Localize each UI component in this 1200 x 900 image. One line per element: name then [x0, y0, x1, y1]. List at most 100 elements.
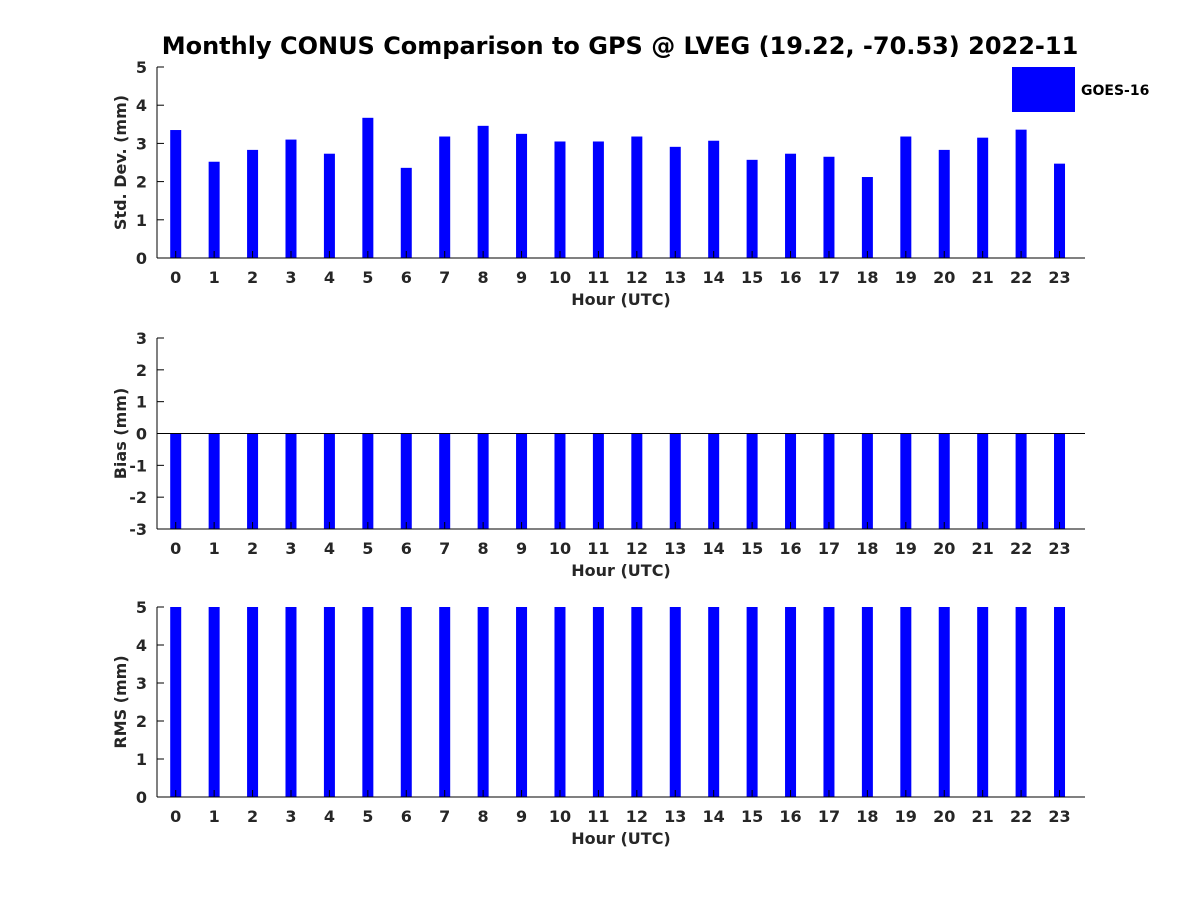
bar-13 — [669, 146, 681, 258]
bar-10 — [554, 433, 566, 529]
bar-9 — [516, 133, 528, 258]
x-tick-label: 14 — [703, 807, 725, 826]
bar-9 — [516, 607, 528, 797]
x-tick-label: 20 — [933, 539, 955, 558]
bar-21 — [977, 607, 989, 797]
y-tick-label: 2 — [136, 712, 147, 731]
bar-5 — [362, 607, 374, 797]
y-tick-label: 4 — [136, 636, 147, 655]
x-axis-label: Hour (UTC) — [571, 561, 671, 580]
x-tick-label: 0 — [170, 807, 181, 826]
bar-23 — [1054, 607, 1066, 797]
x-tick-label: 14 — [703, 268, 725, 287]
bar-15 — [746, 607, 758, 797]
x-tick-label: 21 — [972, 268, 994, 287]
bar-15 — [746, 159, 758, 258]
x-tick-label: 6 — [401, 268, 412, 287]
x-tick-label: 11 — [587, 807, 609, 826]
bar-19 — [900, 433, 912, 529]
x-tick-label: 9 — [516, 539, 527, 558]
y-tick-label: 3 — [136, 674, 147, 693]
bar-23 — [1054, 163, 1066, 258]
x-tick-label: 4 — [324, 807, 335, 826]
x-tick-label: 2 — [247, 539, 258, 558]
bar-5 — [362, 117, 374, 258]
y-tick-label: 0 — [136, 788, 147, 807]
x-tick-label: 19 — [895, 539, 917, 558]
x-tick-label: 7 — [439, 268, 450, 287]
bar-4 — [323, 153, 335, 258]
bar-14 — [708, 607, 720, 797]
x-tick-label: 6 — [401, 807, 412, 826]
x-tick-label: 3 — [285, 268, 296, 287]
y-tick-label: -3 — [129, 520, 147, 539]
bar-11 — [592, 141, 604, 258]
x-tick-label: 4 — [324, 539, 335, 558]
y-tick-label: 3 — [136, 134, 147, 153]
legend-swatch — [1012, 67, 1075, 112]
y-tick-label: 2 — [136, 173, 147, 192]
bar-13 — [669, 607, 681, 797]
x-tick-label: 12 — [626, 268, 648, 287]
bar-3 — [285, 433, 297, 529]
bar-0 — [170, 130, 182, 258]
x-tick-label: 12 — [626, 807, 648, 826]
x-tick-label: 0 — [170, 268, 181, 287]
x-tick-label: 10 — [549, 539, 571, 558]
y-tick-label: 3 — [136, 329, 147, 348]
bar-4 — [323, 607, 335, 797]
y-axis-label: RMS (mm) — [111, 655, 130, 748]
bar-19 — [900, 607, 912, 797]
bar-13 — [669, 433, 681, 529]
bar-12 — [631, 607, 643, 797]
x-tick-label: 13 — [664, 807, 686, 826]
chart-title: Monthly CONUS Comparison to GPS @ LVEG (… — [162, 32, 1079, 60]
bar-16 — [785, 153, 797, 258]
x-tick-label: 8 — [478, 268, 489, 287]
y-axis-label: Bias (mm) — [111, 388, 130, 480]
y-axis-label: Std. Dev. (mm) — [111, 95, 130, 230]
x-tick-label: 11 — [587, 539, 609, 558]
x-tick-label: 18 — [856, 807, 878, 826]
x-tick-label: 3 — [285, 807, 296, 826]
bar-7 — [439, 433, 451, 529]
bar-0 — [170, 433, 182, 529]
bar-14 — [708, 140, 720, 258]
bar-2 — [247, 149, 259, 258]
y-tick-label: 2 — [136, 361, 147, 380]
bar-7 — [439, 607, 451, 797]
bar-3 — [285, 139, 297, 258]
x-tick-label: 21 — [972, 539, 994, 558]
bar-21 — [977, 433, 989, 529]
bar-6 — [400, 433, 412, 529]
y-tick-label: 0 — [136, 425, 147, 444]
x-tick-label: 4 — [324, 268, 335, 287]
x-tick-label: 2 — [247, 807, 258, 826]
bar-6 — [400, 607, 412, 797]
bar-1 — [208, 161, 220, 258]
x-tick-label: 23 — [1048, 807, 1070, 826]
bar-8 — [477, 125, 489, 258]
bar-1 — [208, 433, 220, 529]
y-tick-label: -1 — [129, 456, 147, 475]
x-tick-label: 20 — [933, 807, 955, 826]
bar-5 — [362, 433, 374, 529]
y-tick-label: 1 — [136, 393, 147, 412]
x-tick-label: 16 — [779, 268, 801, 287]
bar-0 — [170, 607, 182, 797]
bar-20 — [938, 607, 950, 797]
bar-12 — [631, 433, 643, 529]
bar-15 — [746, 433, 758, 529]
bar-9 — [516, 433, 528, 529]
x-tick-label: 5 — [362, 807, 373, 826]
legend: GOES-16 — [1012, 67, 1149, 112]
x-tick-label: 16 — [779, 539, 801, 558]
x-tick-label: 1 — [209, 268, 220, 287]
x-tick-label: 9 — [516, 807, 527, 826]
bar-17 — [823, 607, 835, 797]
bar-19 — [900, 136, 912, 258]
x-axis-label: Hour (UTC) — [571, 290, 671, 309]
x-tick-label: 22 — [1010, 807, 1032, 826]
